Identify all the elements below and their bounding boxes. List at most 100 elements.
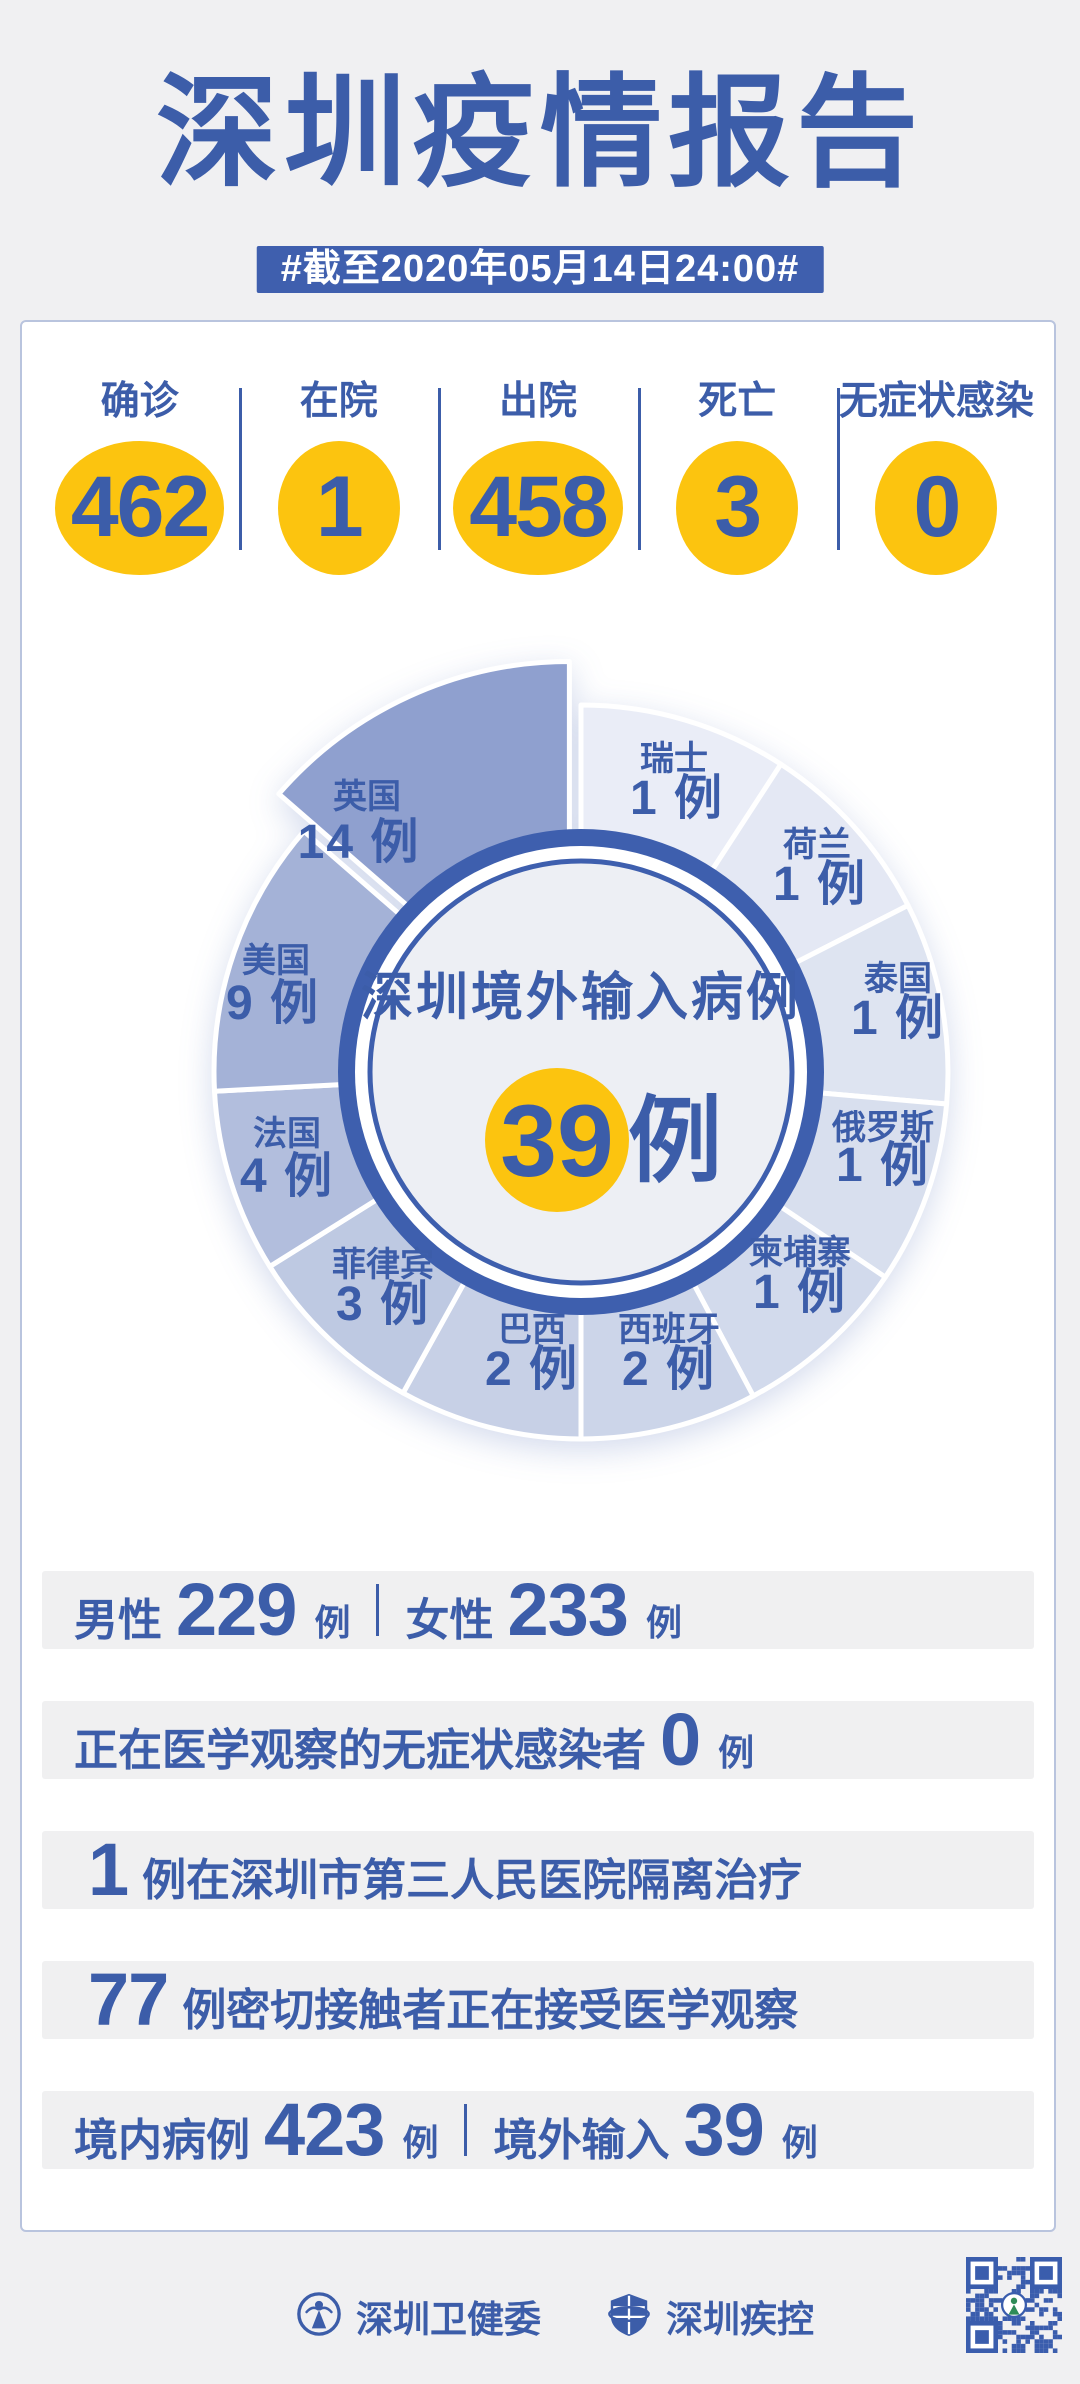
qr-module <box>1039 2311 1044 2317</box>
qr-module <box>975 2311 980 2317</box>
row-divider <box>376 1584 380 1636</box>
stat-value-circle: 3 <box>676 440 799 575</box>
qr-module <box>1025 2307 1030 2312</box>
qr-module <box>1016 2316 1021 2321</box>
qr-module <box>1048 2298 1053 2303</box>
qr-module <box>1002 2339 1008 2344</box>
stat-label: 死亡 <box>698 380 777 423</box>
qr-module <box>988 2302 994 2308</box>
slice-label-柬埔寨: 柬埔寨 <box>749 1234 851 1272</box>
qr-center-logo <box>1000 2291 1028 2319</box>
qr-module <box>1043 2307 1049 2312</box>
qr-module <box>988 2311 994 2317</box>
stat-value: 1 <box>315 459 364 556</box>
qr-module <box>979 2307 985 2312</box>
qr-module <box>998 2334 1003 2340</box>
qr-module <box>1025 2266 1030 2271</box>
slice-value-美国: 9 例 <box>226 977 320 1030</box>
qr-module <box>1007 2275 1012 2280</box>
qr-finder <box>1039 2266 1053 2280</box>
slice-value-瑞士: 1 例 <box>630 772 724 825</box>
center-total-highlight-circle <box>485 1068 629 1212</box>
qr-module <box>1043 2325 1049 2331</box>
slice-label-泰国: 泰国 <box>864 960 932 998</box>
qr-module <box>1057 2289 1062 2294</box>
qr-module <box>966 2289 971 2294</box>
qr-module <box>970 2298 976 2303</box>
stat-value: 0 <box>913 459 961 556</box>
qr-module <box>998 2275 1003 2280</box>
qr-module <box>975 2307 980 2312</box>
slice-label-瑞士: 瑞士 <box>640 740 708 778</box>
qr-module <box>1048 2343 1053 2349</box>
qr-module <box>1020 2275 1026 2280</box>
qr-module <box>1016 2321 1021 2326</box>
page-title: 深圳疫情报告 <box>156 65 924 201</box>
health-commission-item: 深圳卫健委 <box>296 2289 541 2343</box>
qr-module <box>1030 2321 1035 2326</box>
stat-label: 确诊 <box>100 380 179 423</box>
slice-value-俄罗斯: 1 例 <box>836 1139 930 1192</box>
qr-module <box>998 2321 1003 2326</box>
row-segment: 例 <box>645 1602 682 1643</box>
date-badge: #截至2020年05月14日24:00# <box>256 246 824 293</box>
detail-rows: 男性 229 例女性 233 例正在医学观察的无症状感染者 0 例 1 例在深圳市第三人民医院隔… <box>42 1571 1034 2221</box>
qr-module <box>1011 2321 1017 2326</box>
qr-module <box>1002 2316 1008 2321</box>
qr-module <box>1048 2289 1053 2294</box>
qr-module <box>1057 2316 1062 2321</box>
qr-module <box>1011 2289 1017 2294</box>
stat-label: 无症状感染 <box>838 380 1034 423</box>
qr-module <box>988 2316 994 2321</box>
qr-module <box>1025 2279 1030 2285</box>
qr-module <box>1002 2330 1008 2335</box>
qr-finder <box>975 2266 989 2280</box>
qr-code <box>966 2257 1062 2353</box>
qr-finder <box>975 2330 989 2344</box>
qr-module <box>1016 2289 1021 2294</box>
qr-module <box>1039 2307 1044 2312</box>
cdc-logo-icon <box>606 2291 652 2342</box>
stat-label: 出院 <box>499 380 578 423</box>
row-segment: 正在医学观察的无症状感染者 <box>74 1726 646 1775</box>
qr-module <box>993 2316 998 2321</box>
qr-module <box>1020 2334 1026 2340</box>
qr-module <box>1011 2330 1017 2335</box>
qr-module <box>1034 2289 1040 2294</box>
detail-row-1: 男性 229 例 女性 233 例 <box>42 1571 1034 1649</box>
qr-module <box>1025 2334 1030 2340</box>
row-segment: 0 <box>660 1701 701 1779</box>
qr-module <box>1043 2339 1049 2344</box>
slice-value-西班牙: 2 例 <box>622 1343 716 1396</box>
stat-value: 3 <box>714 459 762 556</box>
stat-item-4: 死亡 3 <box>637 380 837 575</box>
slice-value-泰国: 1 例 <box>851 992 945 1045</box>
qr-module <box>1034 2348 1040 2353</box>
qr-module <box>984 2289 989 2294</box>
qr-module <box>1052 2311 1058 2317</box>
stat-item-1: 确诊 462 <box>40 380 239 575</box>
qr-module <box>1034 2325 1040 2331</box>
cdc-label: 深圳疾控 <box>666 2299 814 2340</box>
qr-module <box>1025 2339 1030 2344</box>
qr-module <box>998 2325 1003 2331</box>
qr-module <box>1025 2298 1030 2303</box>
stat-value-circle: 0 <box>875 440 998 575</box>
qr-module <box>975 2298 980 2303</box>
qr-module <box>1016 2343 1021 2349</box>
qr-module <box>1016 2266 1021 2271</box>
slice-label-巴西: 巴西 <box>498 1311 566 1349</box>
qr-module <box>1030 2289 1035 2294</box>
qr-module <box>966 2316 971 2321</box>
stat-value: 462 <box>70 459 210 556</box>
qr-module <box>979 2316 985 2321</box>
qr-module <box>1034 2343 1040 2349</box>
qr-module <box>1030 2330 1035 2335</box>
detail-row-2: 正在医学观察的无症状感染者 0 例 <box>42 1701 1034 1779</box>
stat-value-circle: 1 <box>277 440 400 575</box>
qr-module <box>1052 2307 1058 2312</box>
qr-module <box>1020 2257 1026 2262</box>
report-card: 确诊 462 在院 1 出院 458 死亡 3 无症状感染 0 深圳境外输入病例 39 例瑞士 1 例荷… <box>20 320 1056 2232</box>
qr-module <box>966 2307 971 2312</box>
qr-module <box>1016 2284 1021 2289</box>
